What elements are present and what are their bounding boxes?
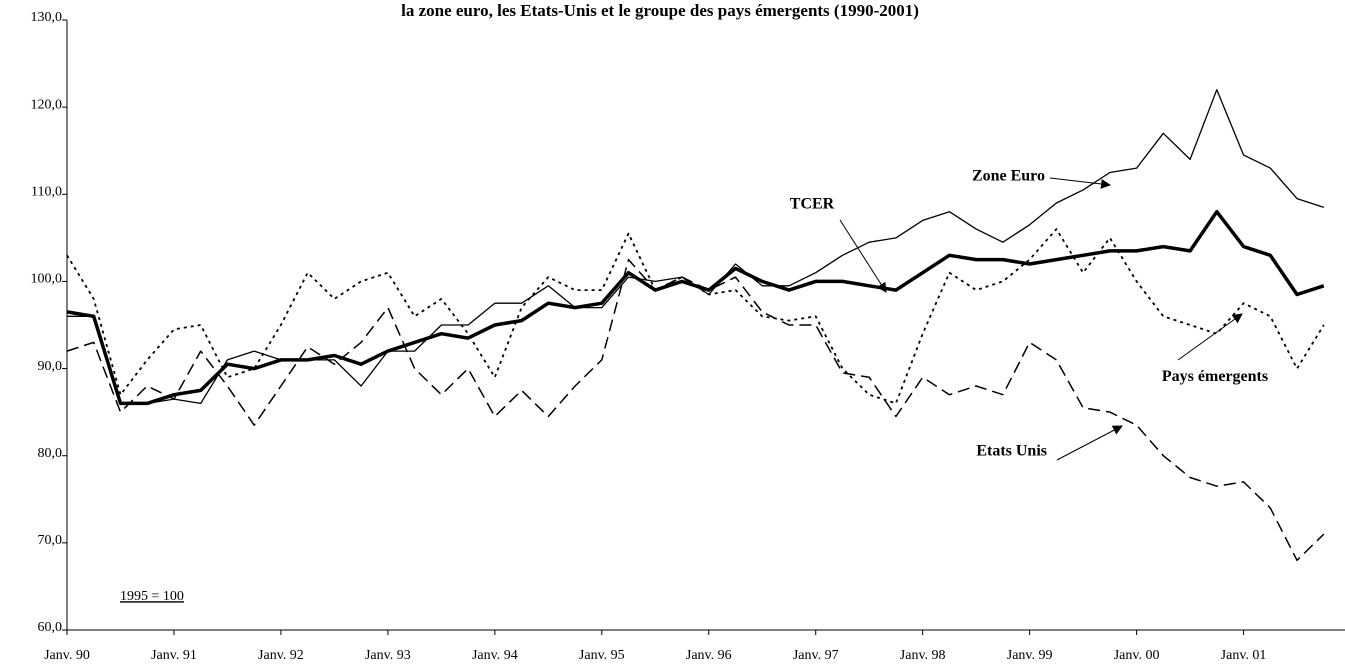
x-tick-label: Janv. 92 — [258, 648, 304, 663]
series-label: TCER — [790, 196, 835, 213]
x-tick-label: Janv. 94 — [472, 648, 518, 663]
y-tick-label: 130,0 — [31, 10, 63, 25]
x-tick-label: Janv. 91 — [151, 648, 197, 663]
y-tick-label: 110,0 — [31, 185, 62, 200]
x-tick-label: Janv. 90 — [44, 648, 90, 663]
arrow — [1177, 313, 1243, 361]
y-tick-label: 90,0 — [38, 359, 63, 374]
x-tick-label: Janv. 93 — [365, 648, 411, 663]
series-label: Zone Euro — [972, 168, 1045, 185]
chart-title: la zone euro, les Etats-Unis et le group… — [401, 1, 919, 20]
x-tick-label: Janv. 98 — [900, 648, 946, 663]
x-tick-label: Janv. 97 — [793, 648, 839, 663]
arrow — [1049, 177, 1111, 189]
series-label: Etats Unis — [976, 443, 1047, 460]
x-tick-label: Janv. 01 — [1221, 648, 1267, 663]
series-line — [66, 258, 1325, 562]
base-note: 1995 = 100 — [120, 589, 184, 604]
x-tick-label: Janv. 99 — [1007, 648, 1053, 663]
x-tick-label: Janv. 00 — [1114, 648, 1160, 663]
y-tick-label: 120,0 — [31, 97, 63, 112]
arrow — [1056, 425, 1123, 461]
series-line — [66, 228, 1325, 405]
y-tick-label: 80,0 — [38, 446, 63, 461]
y-tick-label: 100,0 — [31, 272, 63, 287]
series-line — [67, 89, 1325, 405]
x-tick-label: Janv. 96 — [686, 648, 732, 663]
arrow — [839, 219, 887, 293]
x-tick-label: Janv. 95 — [579, 648, 625, 663]
y-tick-label: 60,0 — [38, 620, 63, 635]
y-tick-label: 70,0 — [38, 533, 63, 548]
series-line — [66, 209, 1325, 406]
series-label: Pays émergents — [1161, 368, 1269, 385]
